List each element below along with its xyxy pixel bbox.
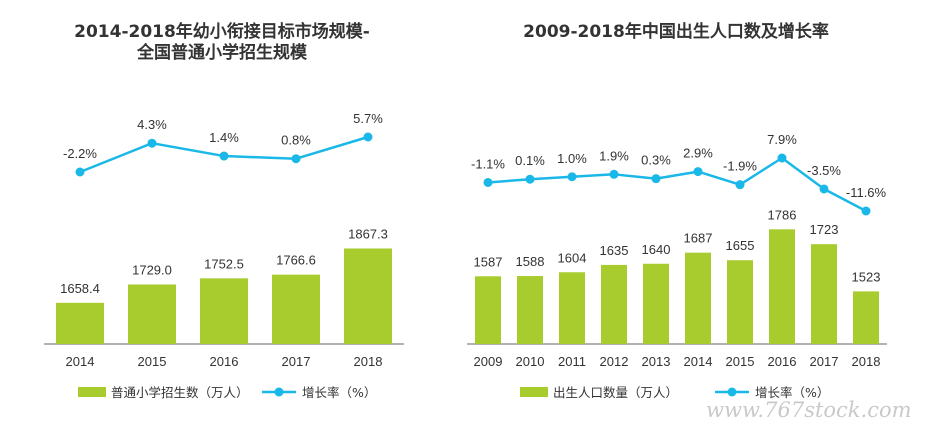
- chart2-x-tick-2014: 2014: [684, 354, 713, 369]
- chart2-growth-label-2010: 0.1%: [515, 153, 545, 168]
- chart2-bar-2013: [643, 263, 669, 344]
- chart2-legend-bar-swatch: [520, 387, 548, 397]
- chart1-legend-line-marker: [274, 387, 284, 397]
- chart2-legend-bar-label: 出生人口数量（万人）: [553, 385, 678, 400]
- chart2-bar-label-2017: 1723: [810, 222, 839, 237]
- chart1-legend-line-label: 增长率（%）: [302, 385, 376, 400]
- chart2-bar-label-2012: 1635: [600, 243, 629, 258]
- chart1-growth-point-2014: [75, 167, 85, 177]
- chart2-growth-point-2009: [483, 177, 493, 187]
- chart2-legend-line-marker: [727, 387, 737, 397]
- chart2-growth-label-2012: 1.9%: [599, 148, 629, 163]
- chart2-growth-label-2016: 7.9%: [767, 132, 797, 147]
- chart1-growth-point-2015: [147, 138, 157, 148]
- chart1-growth-label-2015: 4.3%: [137, 117, 167, 132]
- chart2-x-tick-2013: 2013: [642, 354, 671, 369]
- chart2-x-tick-2015: 2015: [726, 354, 755, 369]
- chart2-bar-label-2016: 1786: [768, 207, 797, 222]
- chart1-bar-2018: [344, 248, 392, 344]
- chart2-x-tick-2017: 2017: [810, 354, 839, 369]
- chart2-growth-point-2015: [735, 180, 745, 190]
- chart2-x-tick-2009: 2009: [474, 354, 503, 369]
- chart1-bar-label-2015: 1729.0: [132, 262, 172, 277]
- chart1-bar-2016: [200, 278, 248, 344]
- chart1-x-tick-2018: 2018: [354, 354, 383, 369]
- chart1-legend-bar-label: 普通小学招生数（万人）: [111, 385, 249, 400]
- chart1-title-line-1: 2014-2018年幼小衔接目标市场规模-: [74, 21, 370, 42]
- chart2-bar-2011: [559, 272, 585, 344]
- chart2-growth-point-2011: [567, 172, 577, 182]
- chart2-growth-point-2014: [693, 167, 703, 177]
- chart1-x-tick-2014: 2014: [66, 354, 95, 369]
- chart2-x-tick-2016: 2016: [768, 354, 797, 369]
- chart2-x-tick-2012: 2012: [600, 354, 629, 369]
- chart-birth-population: 2009-2018年中国出生人口数及增长率 1587 2009 1588 2010 160…: [467, 21, 887, 400]
- chart2-bar-2018: [853, 291, 879, 344]
- chart1-bar-2014: [56, 302, 104, 344]
- chart1-growth-label-2017: 0.8%: [281, 133, 311, 148]
- chart2-bar-2009: [475, 276, 501, 344]
- chart2-growth-label-2013: 0.3%: [641, 153, 671, 168]
- chart1-growth-label-2016: 1.4%: [209, 130, 239, 145]
- chart1-growth-point-2017: [291, 154, 301, 164]
- chart2-bar-label-2010: 1588: [516, 254, 545, 269]
- chart2-bar-label-2014: 1687: [684, 231, 713, 246]
- chart2-bar-2016: [769, 229, 795, 344]
- chart1-growth-label-2018: 5.7%: [353, 111, 383, 126]
- chart1-bar-2015: [128, 284, 176, 344]
- chart1-x-tick-2016: 2016: [210, 354, 239, 369]
- chart2-x-tick-2010: 2010: [516, 354, 545, 369]
- chart1-x-tick-2015: 2015: [138, 354, 167, 369]
- chart1-growth-point-2016: [219, 151, 229, 161]
- chart2-growth-point-2012: [609, 169, 619, 179]
- chart2-bar-label-2011: 1604: [558, 250, 587, 265]
- chart-primary-enrollment: 2014-2018年幼小衔接目标市场规模-全国普通小学招生规模 1658.4 201…: [44, 21, 404, 400]
- chart2-x-tick-2011: 2011: [558, 354, 586, 369]
- chart1-bar-label-2014: 1658.4: [60, 281, 100, 296]
- chart1-legend-bar-swatch: [78, 387, 106, 397]
- chart1-bar-label-2018: 1867.3: [348, 227, 388, 242]
- chart2-bar-2014: [685, 252, 711, 344]
- chart1-bar-label-2016: 1752.5: [204, 256, 244, 271]
- chart2-growth-point-2017: [819, 184, 829, 194]
- chart2-title-line-1: 2009-2018年中国出生人口数及增长率: [523, 21, 829, 42]
- chart1-growth-label-2014: -2.2%: [63, 146, 97, 161]
- chart2-growth-label-2014: 2.9%: [683, 146, 713, 161]
- chart2-growth-label-2009: -1.1%: [471, 156, 505, 171]
- chart2-growth-point-2010: [525, 174, 535, 184]
- chart1-title-line-2: 全国普通小学招生规模: [136, 42, 308, 63]
- chart2-bar-label-2018: 1523: [852, 269, 881, 284]
- chart1-bar-label-2017: 1766.6: [276, 253, 316, 268]
- chart2-growth-label-2018: -11.6%: [846, 185, 887, 200]
- chart2-growth-point-2013: [651, 174, 661, 184]
- chart2-bar-2017: [811, 244, 837, 344]
- chart2-growth-label-2017: -3.5%: [807, 163, 841, 178]
- chart2-bar-label-2013: 1640: [642, 242, 671, 257]
- chart1-bar-2017: [272, 274, 320, 344]
- watermark-text: www.767stock.com: [706, 398, 912, 422]
- chart2-growth-label-2015: -1.9%: [723, 159, 757, 174]
- chart2-growth-point-2016: [777, 153, 787, 163]
- chart2-growth-label-2011: 1.0%: [557, 151, 587, 166]
- chart2-growth-point-2018: [861, 206, 871, 216]
- chart2-bar-label-2009: 1587: [474, 254, 503, 269]
- chart2-bar-2010: [517, 276, 543, 344]
- chart1-growth-point-2018: [363, 132, 373, 142]
- chart2-legend-line-label: 增长率（%）: [755, 385, 829, 400]
- chart2-growth-line: [487, 156, 867, 213]
- chart2-bar-label-2015: 1655: [726, 238, 755, 253]
- chart2-bar-2015: [727, 260, 753, 344]
- chart1-x-tick-2017: 2017: [282, 354, 311, 369]
- chart2-x-tick-2018: 2018: [852, 354, 881, 369]
- chart2-bar-2012: [601, 264, 627, 344]
